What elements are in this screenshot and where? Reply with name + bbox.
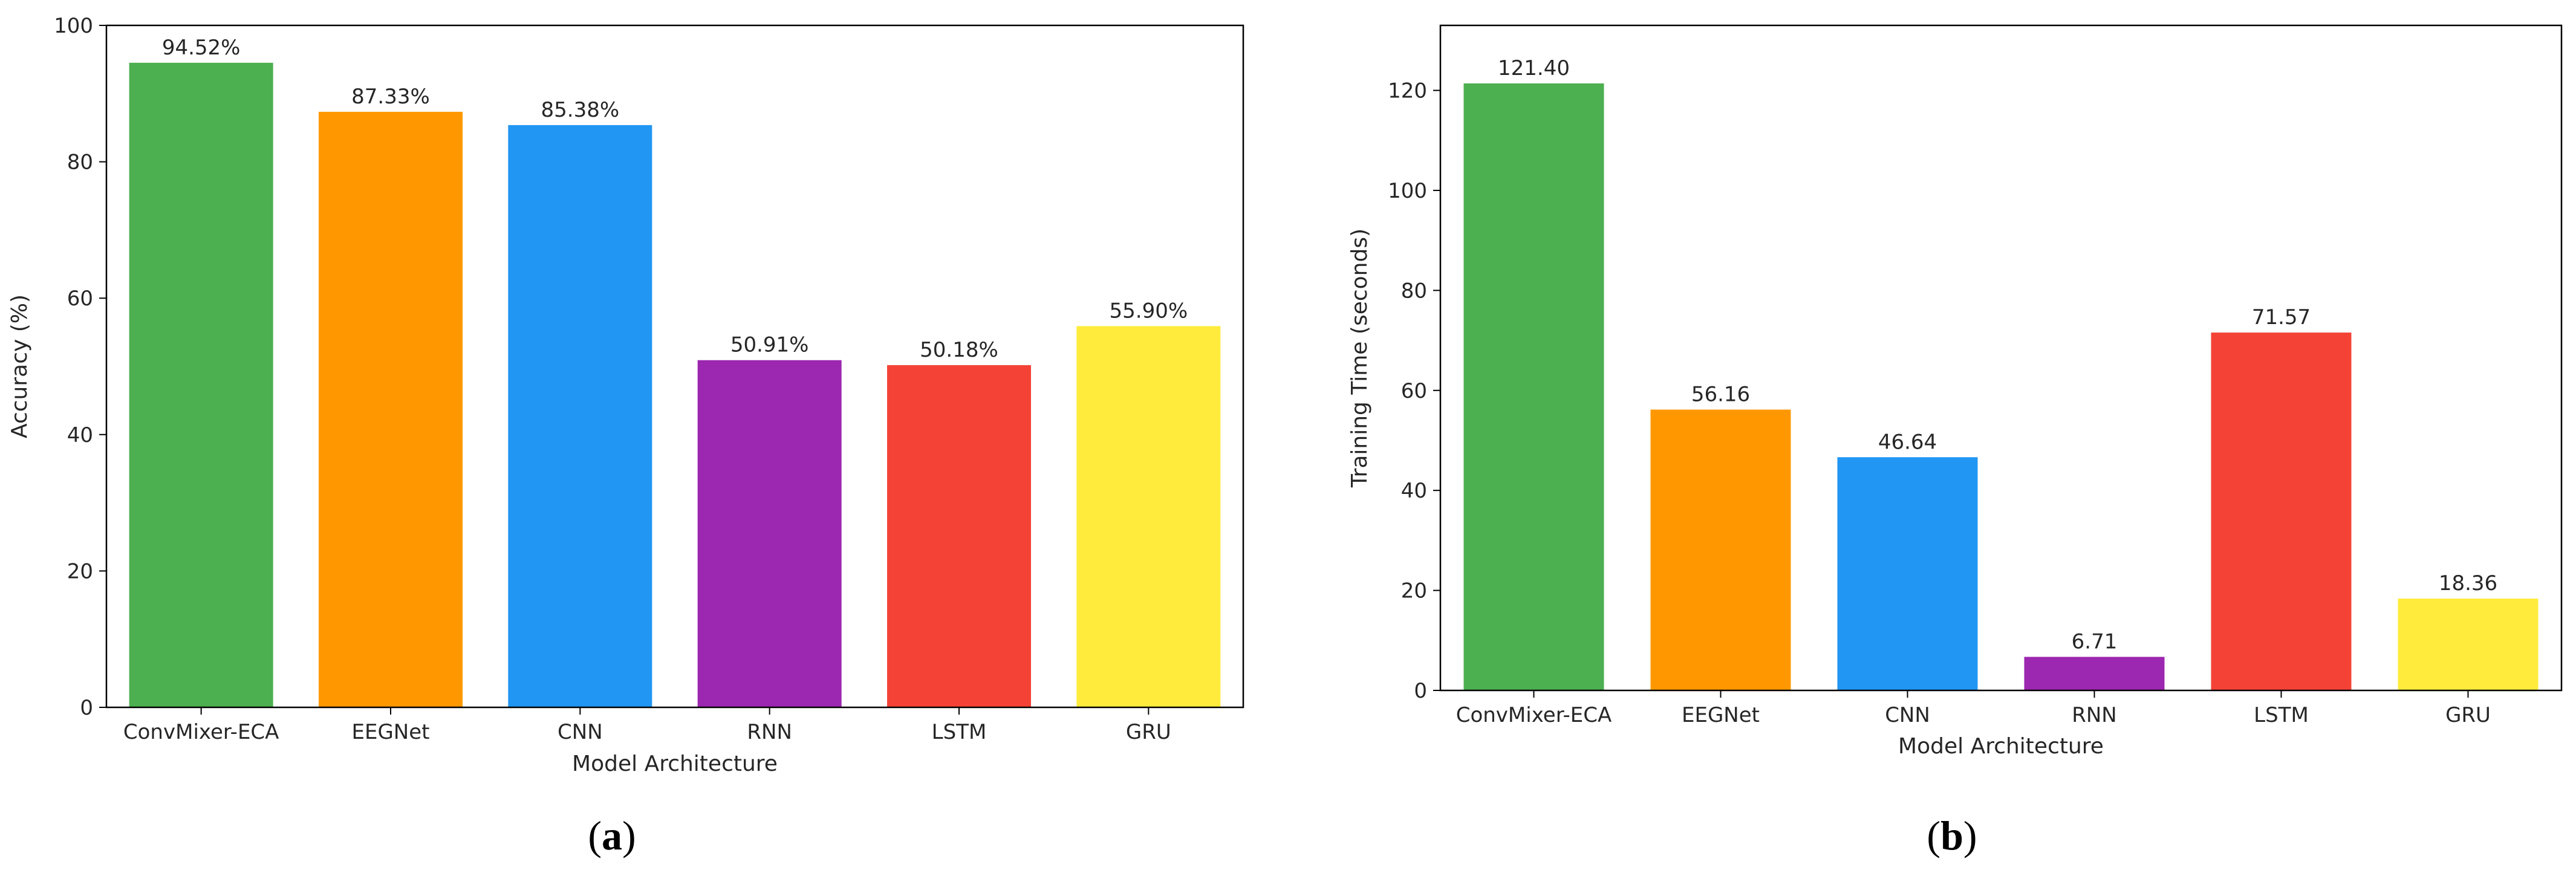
x-tick-label: ConvMixer-ECA xyxy=(123,720,279,744)
y-tick-label: 20 xyxy=(1401,579,1427,603)
bar-value-label: 55.90% xyxy=(1110,299,1188,323)
x-tick-label: LSTM xyxy=(2254,703,2309,727)
x-tick-label: EEGNet xyxy=(1682,703,1760,727)
plot-frame xyxy=(105,24,1244,709)
bar-value-label: 6.71 xyxy=(2072,630,2118,654)
bar-value-label: 94.52% xyxy=(162,36,241,60)
x-tick-label: GRU xyxy=(2445,703,2491,727)
x-tick-label: ConvMixer-ECA xyxy=(1456,703,1612,727)
y-tick-label: 0 xyxy=(80,696,93,720)
bar-cnn xyxy=(508,125,652,708)
x-tick-label: CNN xyxy=(1885,703,1930,727)
bar-rnn xyxy=(697,360,842,707)
x-tick-label: LSTM xyxy=(932,720,987,744)
bar-cnn xyxy=(1837,457,1978,690)
y-tick-label: 80 xyxy=(1401,279,1427,303)
panel-label: (a) xyxy=(588,813,636,858)
bar-lstm xyxy=(887,365,1031,707)
y-tick-label: 100 xyxy=(1388,179,1427,203)
bar-value-label: 50.91% xyxy=(730,333,809,357)
bar-gru xyxy=(1076,326,1221,707)
panel-label: (b) xyxy=(1927,813,1977,858)
y-tick-label: 40 xyxy=(67,423,93,447)
x-axis-label: Model Architecture xyxy=(572,751,778,776)
y-tick-label: 60 xyxy=(67,287,93,311)
bar-value-label: 18.36 xyxy=(2439,571,2497,596)
bar-value-label: 46.64 xyxy=(1878,430,1937,454)
bar-lstm xyxy=(2211,333,2352,690)
x-axis-label: Model Architecture xyxy=(1898,734,2104,759)
bar-value-label: 71.57 xyxy=(2252,305,2311,329)
y-axis-label: Training Time (seconds) xyxy=(1347,229,1372,488)
bar-value-label: 56.16 xyxy=(1691,383,1750,407)
y-tick-label: 120 xyxy=(1388,79,1427,103)
bar-gru xyxy=(2398,599,2539,690)
x-tick-label: EEGNet xyxy=(352,720,430,744)
y-tick-label: 60 xyxy=(1401,379,1427,403)
y-tick-label: 0 xyxy=(1414,679,1427,703)
y-tick-label: 80 xyxy=(67,151,93,175)
bar-eegnet xyxy=(319,111,463,707)
chart-panel-b: 121.40 ConvMixer-ECA 56.16 EEGNet 46.64 CNN 6.… xyxy=(1347,24,2563,858)
y-tick-label: 100 xyxy=(54,14,93,38)
y-tick-label: 20 xyxy=(67,559,93,583)
bar-eegnet xyxy=(1650,409,1791,690)
y-tick-label: 40 xyxy=(1401,479,1427,503)
x-tick-label: RNN xyxy=(2072,703,2117,727)
x-tick-label: CNN xyxy=(558,720,603,744)
bar-value-label: 50.18% xyxy=(920,338,998,362)
bar-convmixer-eca xyxy=(1463,83,1604,691)
x-tick-label: RNN xyxy=(747,720,792,744)
bar-convmixer-eca xyxy=(129,62,273,707)
x-tick-label: GRU xyxy=(1126,720,1171,744)
chart-panel-a: 94.52% ConvMixer-ECA 87.33% EEGNet 85.38% CNN… xyxy=(7,14,1244,858)
bar-value-label: 85.38% xyxy=(541,98,620,122)
bar-value-label: 87.33% xyxy=(351,85,430,109)
y-axis-label: Accuracy (%) xyxy=(7,294,32,438)
bar-value-label: 121.40 xyxy=(1498,56,1570,80)
plot-frame xyxy=(1439,24,2563,692)
bar-rnn xyxy=(2024,657,2165,690)
